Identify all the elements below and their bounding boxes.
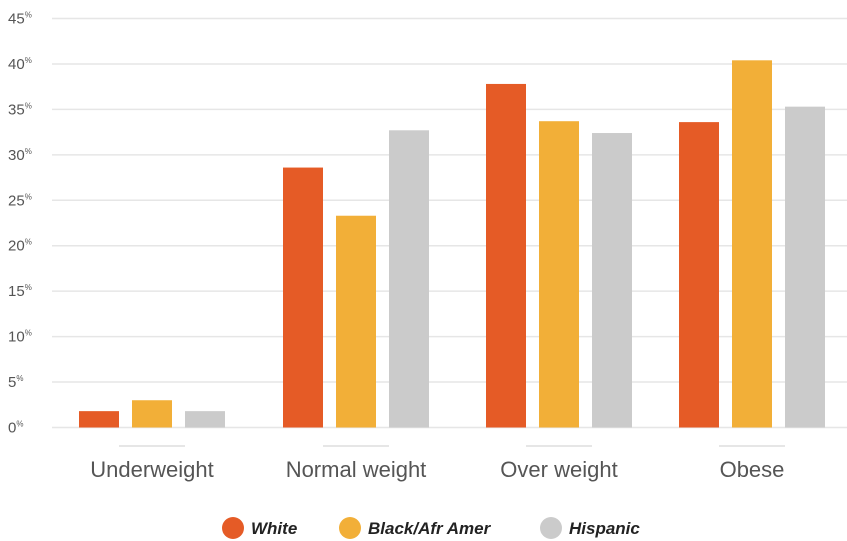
bar-white-obese <box>679 122 719 428</box>
legend-label-black-afr-amer: Black/Afr Amer <box>368 519 492 538</box>
bar-black-afr-amer-underweight <box>132 400 172 428</box>
category-labels: Underweight Normal weight Over weight Obese <box>90 445 785 482</box>
bar-hispanic-obese <box>785 106 825 428</box>
y-tick-unit: % <box>25 238 32 247</box>
y-tick-unit: % <box>25 101 32 110</box>
bar-white-underweight <box>79 411 119 428</box>
legend-swatch-white <box>222 517 244 539</box>
y-tick-label-10: 10% <box>8 329 32 346</box>
y-tick-label-45: 45% <box>8 11 32 28</box>
y-tick-label-35: 35% <box>8 101 32 118</box>
y-axis-ticks: 0% 5% 10% 15% 20% 25% 30% 35% 40% 45% <box>8 11 32 437</box>
bar-white-over-weight <box>486 83 526 428</box>
y-tick-label-30: 30% <box>8 147 32 164</box>
legend-label-white: White <box>251 519 297 538</box>
bar-hispanic-underweight <box>185 411 225 428</box>
bar-white-normal-weight <box>283 167 323 428</box>
legend-label-hispanic: Hispanic <box>569 519 640 538</box>
y-tick-unit: % <box>16 374 23 383</box>
bar-hispanic-normal-weight <box>389 130 429 428</box>
y-tick-unit: % <box>25 147 32 156</box>
category-label-over-weight: Over weight <box>500 457 617 482</box>
y-tick-unit: % <box>25 329 32 338</box>
legend-swatch-black-afr-amer <box>339 517 361 539</box>
bar-hispanic-over-weight <box>592 133 632 428</box>
y-tick-unit: % <box>16 420 23 429</box>
y-tick-label-15: 15% <box>8 283 32 300</box>
y-tick-unit: % <box>25 192 32 201</box>
bars <box>79 60 825 428</box>
y-tick-label-25: 25% <box>8 192 32 209</box>
y-tick-unit: % <box>25 11 32 20</box>
bar-black-afr-amer-normal-weight <box>336 215 376 428</box>
y-tick-unit: % <box>25 56 32 65</box>
y-tick-unit: % <box>25 283 32 292</box>
legend: White Black/Afr Amer Hispanic <box>222 517 640 539</box>
legend-swatch-hispanic <box>540 517 562 539</box>
gridlines <box>52 17 847 429</box>
y-tick-label-5: 5% <box>8 374 23 391</box>
y-tick-label-0: 0% <box>8 420 23 437</box>
bar-black-afr-amer-obese <box>732 60 772 428</box>
y-tick-label-40: 40% <box>8 56 32 73</box>
y-tick-label-20: 20% <box>8 238 32 255</box>
bar-black-afr-amer-over-weight <box>539 121 579 428</box>
category-label-underweight: Underweight <box>90 457 214 482</box>
category-label-obese: Obese <box>720 457 785 482</box>
category-label-normal-weight: Normal weight <box>286 457 427 482</box>
